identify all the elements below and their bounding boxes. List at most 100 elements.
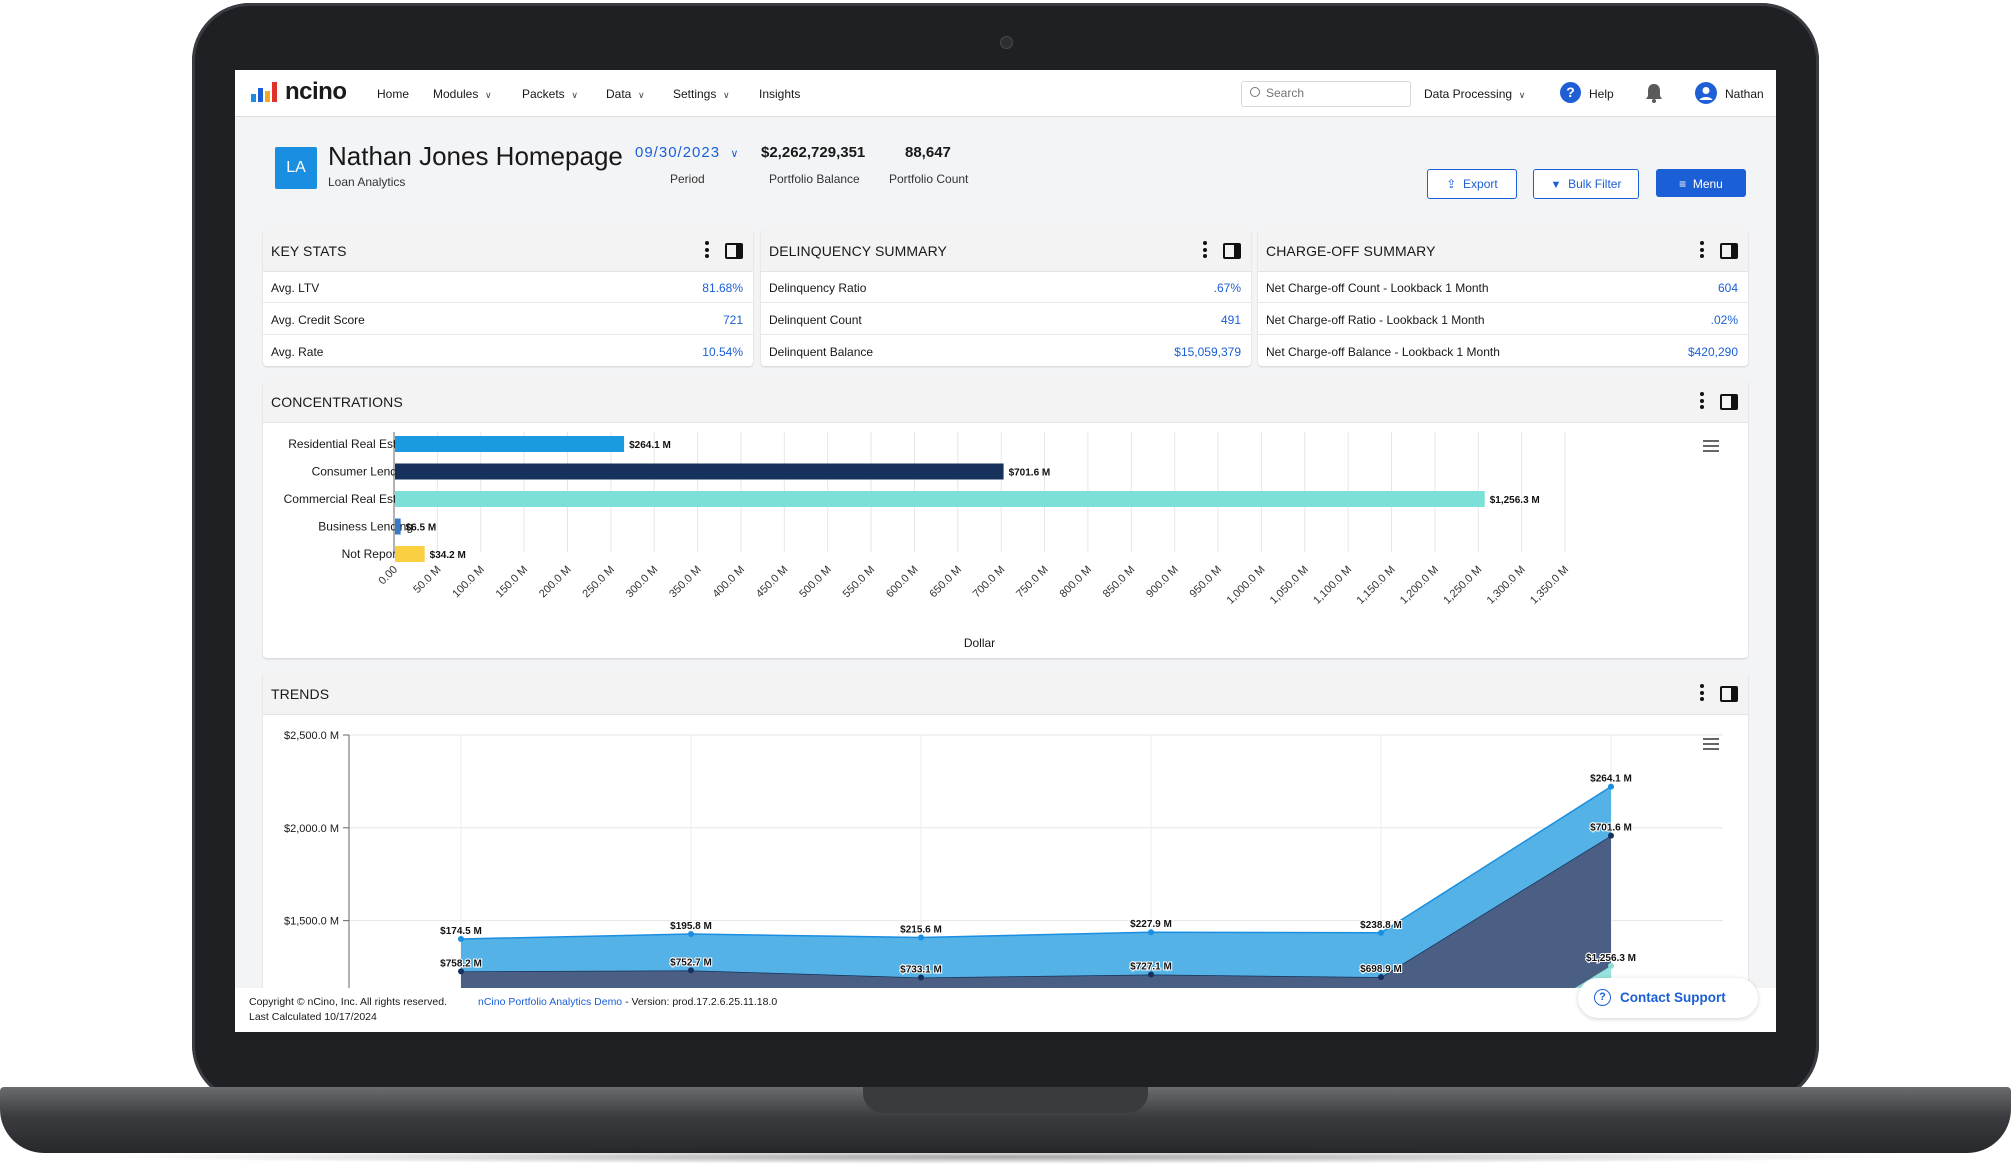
bulk-filter-button[interactable]: ▼ Bulk Filter bbox=[1533, 169, 1639, 199]
y-tick-label: $2,500.0 M bbox=[284, 730, 339, 742]
stat-value[interactable]: .67% bbox=[1213, 281, 1241, 295]
filter-icon: ▼ bbox=[1550, 179, 1562, 191]
nav-settings[interactable]: Settings ∨ bbox=[673, 87, 730, 101]
more-options-icon[interactable] bbox=[1203, 241, 1207, 261]
data-point bbox=[458, 935, 464, 942]
stat-value[interactable]: 491 bbox=[1220, 313, 1241, 327]
help-link[interactable]: Help bbox=[1589, 87, 1614, 101]
panel-toggle-icon[interactable] bbox=[725, 243, 743, 259]
stat-label: Avg. LTV bbox=[271, 281, 320, 295]
more-options-icon[interactable] bbox=[1700, 241, 1704, 261]
nav-settings-label: Settings bbox=[673, 87, 717, 101]
stat-value[interactable]: $15,059,379 bbox=[1174, 345, 1241, 359]
x-tick-label: 750.0 M bbox=[1014, 564, 1051, 601]
stat-label: Delinquent Balance bbox=[769, 345, 874, 359]
user-avatar-icon[interactable] bbox=[1695, 82, 1717, 104]
x-tick-label: 1,300.0 M bbox=[1485, 564, 1528, 607]
more-options-icon[interactable] bbox=[1700, 392, 1704, 412]
x-tick-label: 1,000.0 M bbox=[1224, 564, 1267, 607]
contact-support-button[interactable]: ? Contact Support bbox=[1578, 978, 1758, 1018]
bar bbox=[395, 518, 401, 535]
key-stats-header: KEY STATS bbox=[263, 229, 753, 272]
charge-off-title: CHARGE-OFF SUMMARY bbox=[1266, 243, 1436, 259]
period-value: 09/30/2023 bbox=[635, 144, 721, 161]
laptop-shadow bbox=[80, 1150, 1930, 1164]
period-selector[interactable]: 09/30/2023 ∨ bbox=[635, 144, 739, 161]
x-tick-label: 0.00 bbox=[376, 564, 400, 588]
nav-modules[interactable]: Modules ∨ bbox=[433, 87, 492, 101]
data-processing-menu[interactable]: Data Processing ∨ bbox=[1424, 87, 1525, 101]
data-point bbox=[1608, 832, 1614, 839]
search-box[interactable] bbox=[1241, 81, 1411, 107]
concentrations-header: CONCENTRATIONS bbox=[263, 380, 1748, 423]
nav-data[interactable]: Data ∨ bbox=[606, 87, 645, 101]
chevron-down-icon: ∨ bbox=[571, 90, 578, 100]
data-point bbox=[688, 967, 694, 974]
export-button[interactable]: ⇪ Export bbox=[1427, 169, 1517, 199]
nav-packets[interactable]: Packets ∨ bbox=[522, 87, 578, 101]
export-icon: ⇪ bbox=[1446, 177, 1457, 191]
trends-card: TRENDS $500.0 M$1,000.0 M$1,500.0 M$2,00… bbox=[263, 672, 1748, 1002]
help-circle-icon: ? bbox=[1594, 989, 1611, 1006]
stat-row: Avg. LTV 81.68% bbox=[263, 271, 753, 303]
portfolio-count-label: Portfolio Count bbox=[889, 172, 969, 186]
stat-row: Delinquent Balance $15,059,379 bbox=[761, 335, 1251, 366]
ncino-logo[interactable]: ncino bbox=[285, 78, 347, 105]
panel-toggle-icon[interactable] bbox=[1720, 686, 1738, 702]
stat-label: Delinquent Count bbox=[769, 313, 862, 327]
search-icon bbox=[1250, 87, 1260, 97]
delinquency-summary-card: DELINQUENCY SUMMARY Delinquency Ratio .6… bbox=[761, 229, 1251, 366]
chart-menu-icon[interactable] bbox=[1703, 738, 1719, 753]
trends-title: TRENDS bbox=[271, 686, 330, 702]
copyright-text: Copyright © nCino, Inc. All rights reser… bbox=[249, 996, 447, 1008]
more-options-icon[interactable] bbox=[705, 241, 709, 261]
user-name[interactable]: Nathan bbox=[1725, 87, 1764, 101]
bar-data-label: $701.6 M bbox=[1009, 468, 1051, 479]
stat-value[interactable]: .02% bbox=[1710, 313, 1738, 327]
help-icon[interactable]: ? bbox=[1560, 82, 1581, 103]
demo-link[interactable]: nCino Portfolio Analytics Demo bbox=[478, 996, 623, 1008]
stat-value[interactable]: 721 bbox=[722, 313, 743, 327]
more-options-icon[interactable] bbox=[1700, 684, 1704, 704]
top-navigation: ncino Home Modules ∨ Packets ∨ Data ∨ Se… bbox=[235, 70, 1776, 117]
ncino-logo-icon bbox=[251, 82, 277, 102]
last-calculated: Last Calculated 10/17/2024 bbox=[249, 1011, 377, 1023]
stat-label: Net Charge-off Balance - Lookback 1 Mont… bbox=[1266, 345, 1500, 359]
chevron-down-icon: ∨ bbox=[1518, 90, 1526, 100]
data-point bbox=[458, 968, 464, 975]
chevron-down-icon: ∨ bbox=[730, 148, 740, 160]
x-tick-label: 700.0 M bbox=[971, 564, 1008, 601]
page-subtitle: Loan Analytics bbox=[328, 175, 406, 189]
nav-data-label: Data bbox=[606, 87, 632, 101]
menu-button[interactable]: ≡ Menu bbox=[1656, 169, 1746, 197]
nav-insights[interactable]: Insights bbox=[759, 87, 801, 101]
x-tick-label: 550.0 M bbox=[841, 564, 878, 601]
stat-value[interactable]: 81.68% bbox=[702, 281, 743, 295]
bell-icon[interactable] bbox=[1645, 83, 1663, 103]
nav-home[interactable]: Home bbox=[377, 87, 410, 101]
stat-row: Avg. Rate 10.54% bbox=[263, 335, 753, 366]
y-tick-label: $1,500.0 M bbox=[284, 916, 339, 928]
stat-row: Net Charge-off Count - Lookback 1 Month … bbox=[1258, 271, 1748, 303]
stat-value[interactable]: $420,290 bbox=[1687, 345, 1738, 359]
panel-toggle-icon[interactable] bbox=[1223, 243, 1241, 259]
stat-label: Delinquency Ratio bbox=[769, 281, 867, 295]
x-tick-label: 450.0 M bbox=[754, 564, 791, 601]
stat-value[interactable]: 10.54% bbox=[702, 345, 743, 359]
panel-toggle-icon[interactable] bbox=[1720, 394, 1738, 410]
x-tick-label: 900.0 M bbox=[1144, 564, 1181, 601]
series-line bbox=[460, 785, 1612, 940]
trends-header: TRENDS bbox=[263, 672, 1748, 715]
panel-toggle-icon[interactable] bbox=[1720, 243, 1738, 259]
chart-menu-icon[interactable] bbox=[1703, 440, 1719, 455]
category-label: Commercial Real Estate bbox=[284, 492, 414, 506]
x-tick-label: 50.0 M bbox=[411, 564, 443, 596]
search-input[interactable] bbox=[1266, 86, 1406, 100]
bar-data-label: $1,256.3 M bbox=[1490, 495, 1540, 506]
x-tick-label: 150.0 M bbox=[494, 564, 531, 601]
period-label: Period bbox=[670, 172, 705, 186]
x-tick-label: 600.0 M bbox=[884, 564, 921, 601]
key-stats-title: KEY STATS bbox=[271, 243, 347, 259]
stat-value[interactable]: 604 bbox=[1717, 281, 1738, 295]
chevron-down-icon: ∨ bbox=[485, 90, 492, 100]
